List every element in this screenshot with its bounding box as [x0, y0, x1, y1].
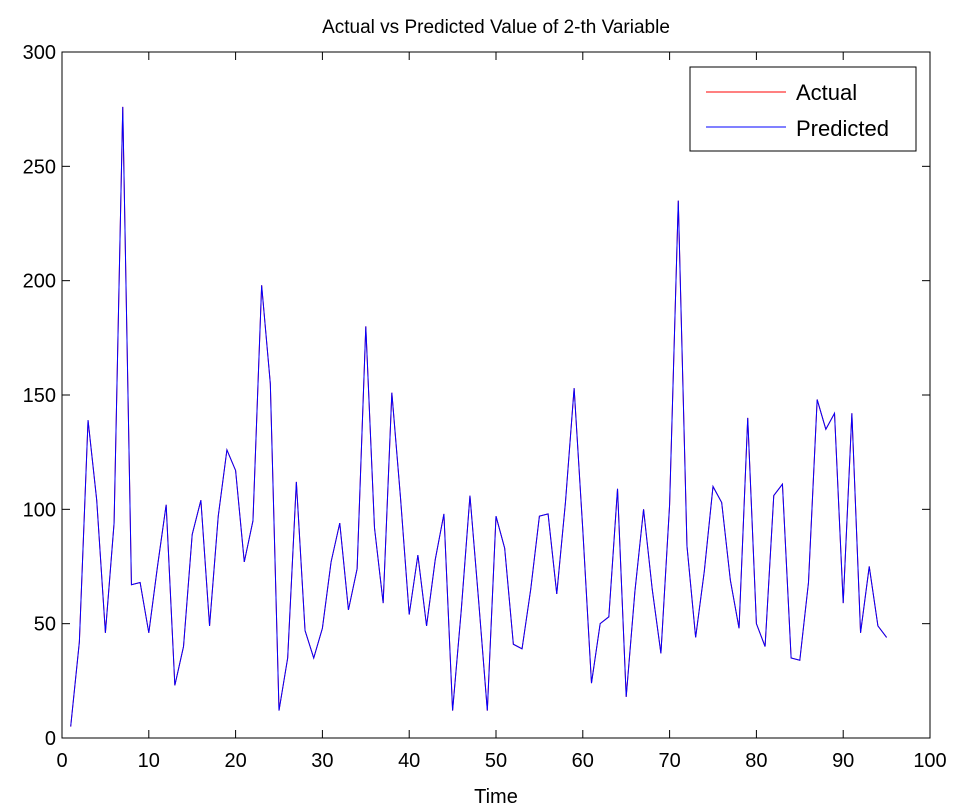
x-tick-label: 90	[832, 750, 854, 772]
y-tick-label: 250	[23, 156, 56, 178]
x-tick-label: 80	[745, 750, 767, 772]
legend-label-predicted: Predicted	[796, 116, 889, 141]
x-tick-label: 10	[138, 750, 160, 772]
y-tick-label: 100	[23, 499, 56, 521]
x-tick-label: 20	[224, 750, 246, 772]
chart-title: Actual vs Predicted Value of 2-th Variab…	[322, 17, 670, 38]
y-tick-label: 150	[23, 385, 56, 407]
axis-ticks: 0 10 20 30 40 50 60 70 80 90 100 0 50 100 150 200 250 300	[23, 42, 947, 772]
y-tick-label: 300	[23, 42, 56, 64]
legend: Actual Predicted	[689, 66, 917, 152]
x-tick-label: 100	[913, 750, 946, 772]
plot-area	[61, 51, 931, 739]
legend-box	[689, 66, 917, 152]
x-tick-label: 50	[485, 750, 507, 772]
y-tick-label: 200	[23, 271, 56, 293]
x-tick-label: 0	[56, 750, 67, 772]
y-tick-label: 0	[45, 728, 56, 750]
series-line-predicted	[70, 106, 887, 727]
x-tick-label: 60	[572, 750, 594, 772]
x-tick-label: 70	[658, 750, 680, 772]
x-tick-label: 30	[311, 750, 333, 772]
series-lines	[70, 106, 887, 727]
legend-label-actual: Actual	[796, 80, 857, 105]
y-tick-label: 50	[34, 614, 56, 636]
x-axis-label: Time	[474, 786, 518, 808]
x-tick-label: 40	[398, 750, 420, 772]
